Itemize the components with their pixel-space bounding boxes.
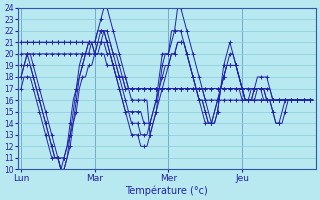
- X-axis label: Température (°c): Température (°c): [125, 185, 208, 196]
